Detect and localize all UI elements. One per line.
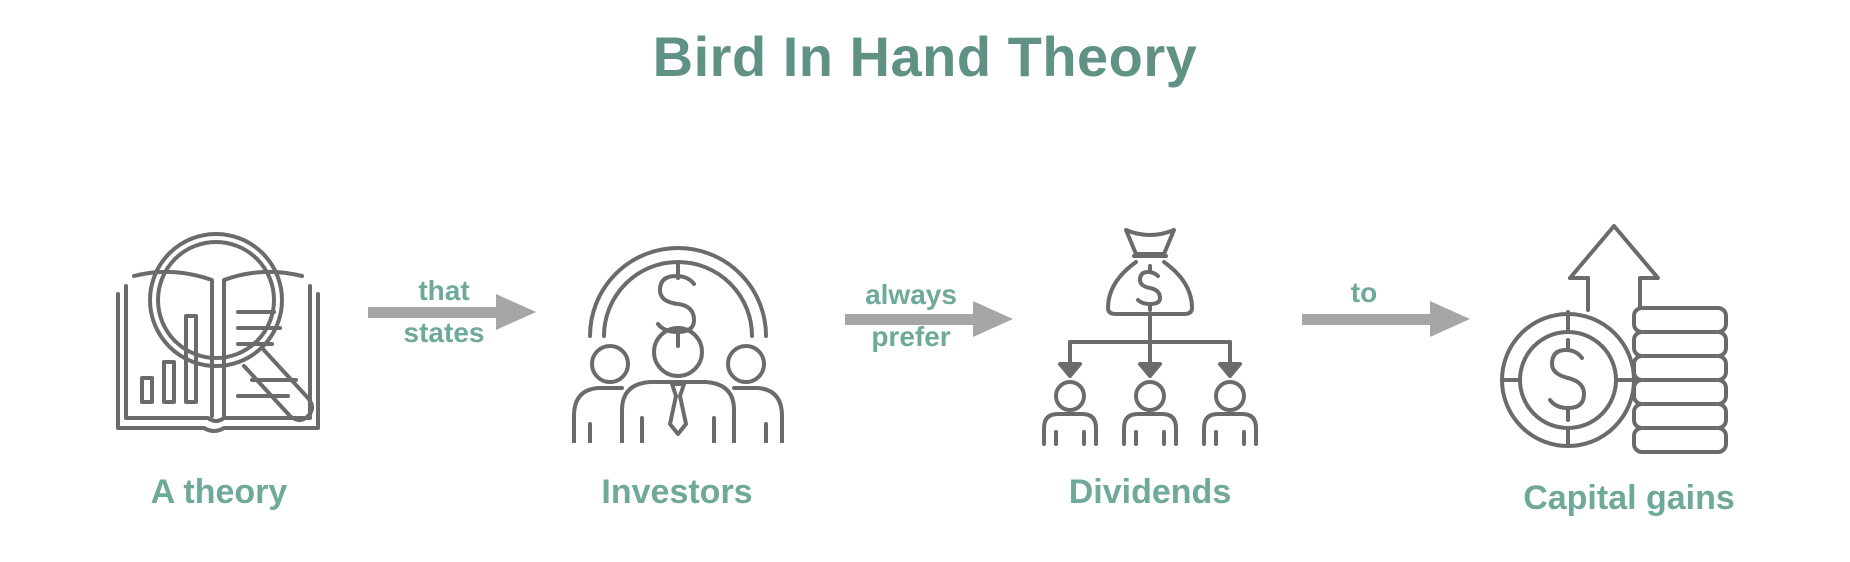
arrow-label-always-prefer: always prefer — [821, 274, 1001, 358]
investors-dollar-group-icon — [570, 228, 785, 443]
coins-growth-arrow-icon — [1500, 222, 1735, 454]
node-label-a-theory: A theory — [150, 473, 288, 511]
money-bag-distribution-icon — [1040, 226, 1260, 446]
arrow-label-line1: to — [1350, 277, 1378, 308]
book-magnifier-chart-icon — [112, 228, 327, 438]
arrow-label-line1: always — [865, 279, 957, 310]
arrow-always-prefer — [845, 300, 1015, 345]
arrow-label-line2: states — [403, 317, 485, 348]
node-label-investors: Investors — [601, 473, 753, 511]
node-label-dividends: Dividends — [1068, 473, 1232, 511]
node-label-capital-gains: Capital gains — [1523, 479, 1735, 517]
diagram-title: Bird In Hand Theory — [652, 25, 1198, 88]
arrow-label-to: to — [1274, 272, 1454, 314]
arrow-label-line2: prefer — [871, 321, 951, 352]
arrow-label-that-states: that states — [354, 270, 534, 354]
arrow-to — [1302, 300, 1472, 345]
arrow-that-states — [368, 292, 538, 337]
arrow-label-line1: that — [418, 275, 470, 306]
